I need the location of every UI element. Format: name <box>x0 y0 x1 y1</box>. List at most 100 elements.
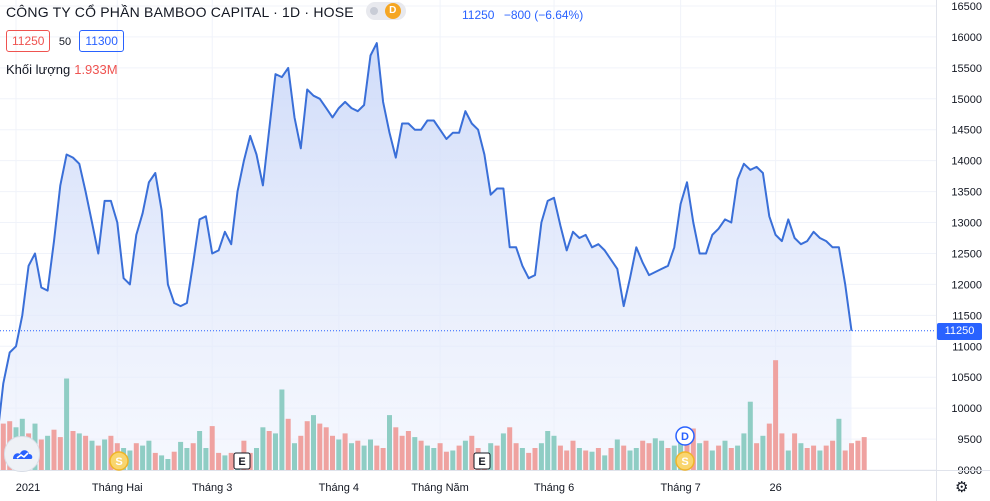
volume-bar <box>855 440 861 470</box>
volume-bar <box>779 433 785 470</box>
volume-bar <box>849 443 854 470</box>
volume-bar <box>811 445 817 470</box>
event-markers[interactable]: S E E S D <box>109 426 695 471</box>
volume-bar <box>216 452 222 470</box>
marker-label: E <box>238 456 245 468</box>
volume-bar <box>83 435 89 470</box>
volume-bar <box>551 435 557 470</box>
volume-bar <box>424 445 430 470</box>
price-tick-label: 12000 <box>951 279 982 291</box>
data-badge[interactable]: D <box>365 2 406 21</box>
volume-bar <box>633 448 639 470</box>
volume-bar <box>760 435 766 470</box>
volume-bar <box>570 440 576 470</box>
volume-bar <box>380 448 386 470</box>
volume-bar <box>317 423 323 470</box>
volume-bar <box>576 448 582 470</box>
marker-earnings-icon[interactable]: E <box>233 452 251 470</box>
volume-bar <box>393 427 399 470</box>
volume-bar <box>304 421 310 470</box>
volume-bar <box>51 429 57 470</box>
volume-bar <box>0 423 6 470</box>
bid-button[interactable]: 11250 <box>6 30 51 52</box>
price-tick-label: 10000 <box>951 403 982 415</box>
price-tick-label: 15500 <box>951 63 982 75</box>
volume-legend: Khối lượng 1.933M <box>6 62 118 77</box>
volume-bar <box>627 450 633 470</box>
volume-bar <box>95 445 101 470</box>
price-tick-label: 11500 <box>952 310 982 322</box>
volume-bar <box>57 437 63 470</box>
volume-bar <box>462 440 468 470</box>
volume-bar <box>273 433 278 470</box>
last-price: 11250 <box>462 8 495 22</box>
volume-bar <box>197 431 203 470</box>
volume-bar <box>716 445 722 470</box>
gear-icon[interactable]: ⚙ <box>955 479 969 496</box>
price-axis[interactable]: 9000950010000105001100011500120001250013… <box>936 0 983 501</box>
volume-bar <box>159 455 165 470</box>
volume-bar <box>741 433 747 470</box>
price-tick-label: 16500 <box>951 1 982 13</box>
symbol-title[interactable]: CÔNG TY CỔ PHẦN BAMBOO CAPITAL · 1D · HO… <box>6 4 354 20</box>
volume-bar <box>703 440 709 470</box>
volume-bar <box>659 440 665 470</box>
volume-bar <box>728 448 734 470</box>
time-tick-label: 26 <box>769 482 781 494</box>
volume-bar <box>266 431 272 470</box>
volume-value: 1.933M <box>74 62 118 77</box>
volume-bar <box>330 435 335 470</box>
marker-label: S <box>115 456 122 468</box>
volume-bar <box>545 431 551 470</box>
volume-bar <box>146 440 152 470</box>
volume-bar <box>690 428 696 470</box>
volume-bar <box>538 443 544 470</box>
marker-dividend-icon[interactable]: S <box>675 451 695 471</box>
volume-bar <box>368 439 373 470</box>
volume-bar <box>64 378 70 470</box>
volume-bar <box>697 443 703 470</box>
volume-bar <box>557 445 563 470</box>
volume-bar <box>171 451 177 470</box>
price-tick-label: 16000 <box>951 32 982 44</box>
volume-bar <box>798 443 804 470</box>
volume-bar <box>754 443 760 470</box>
chart-legend: CÔNG TY CỔ PHẦN BAMBOO CAPITAL · 1D · HO… <box>6 2 406 22</box>
marker-earnings-icon[interactable]: E <box>473 452 491 470</box>
volume-bar <box>532 448 538 470</box>
price-tick-label: 15000 <box>951 94 982 106</box>
volume-bar <box>412 437 418 470</box>
volume-bar <box>311 415 316 470</box>
volume-bar <box>355 440 361 470</box>
volume-bar <box>374 445 380 470</box>
time-axis[interactable]: 2021 Tháng Hai Tháng 3 Tháng 4 Tháng Năm Thán… <box>0 470 990 495</box>
volume-bar <box>127 450 133 470</box>
volume-bar <box>184 448 190 470</box>
volume-bar <box>178 441 184 470</box>
volume-bar <box>652 438 658 470</box>
volume-bar <box>456 445 462 470</box>
volume-bar <box>564 450 570 470</box>
ask-button[interactable]: 11300 <box>79 30 124 52</box>
marker-label: S <box>681 456 688 468</box>
volume-bar <box>203 448 209 470</box>
volume-bar <box>133 443 139 470</box>
time-tick-label: Tháng Năm <box>411 482 468 494</box>
volume-bar <box>602 455 608 470</box>
volume-bar <box>222 455 228 470</box>
current-price-tag: 11250 <box>937 323 982 340</box>
marker-split-icon[interactable]: D <box>675 426 695 446</box>
volume-bar <box>292 443 297 470</box>
volume-bar <box>665 448 671 470</box>
marker-dividend-icon[interactable]: S <box>109 451 129 471</box>
tradingview-logo-icon[interactable] <box>4 436 40 472</box>
price-tick-label: 13500 <box>951 187 982 199</box>
volume-bar <box>513 443 519 470</box>
time-tick-label: Tháng 4 <box>319 482 359 494</box>
volume-bar <box>323 427 329 470</box>
volume-bar <box>108 435 114 470</box>
volume-bar <box>589 451 595 470</box>
marker-dividend-circle <box>109 451 129 471</box>
price-tick-label: 14000 <box>951 156 982 168</box>
